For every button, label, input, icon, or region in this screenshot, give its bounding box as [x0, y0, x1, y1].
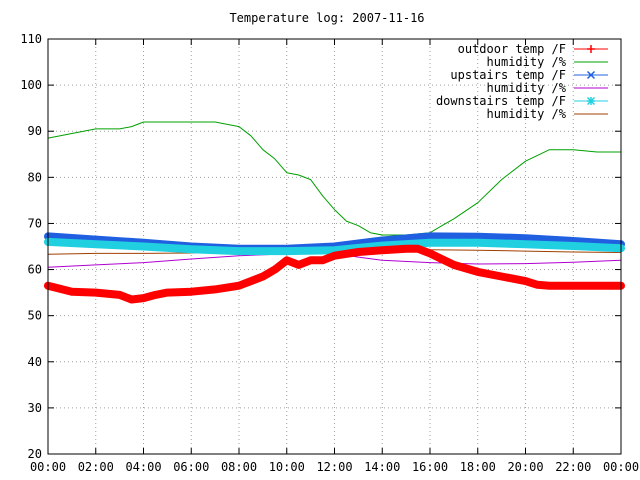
legend-marker	[586, 70, 596, 80]
y-tick-label: 70	[28, 216, 42, 230]
x-tick-label: 20:00	[507, 460, 543, 474]
series-line-1	[47, 121, 622, 236]
x-tick-label: 06:00	[173, 460, 209, 474]
y-tick-label: 110	[20, 32, 42, 46]
plot-frame	[47, 38, 622, 455]
x-tick-label: 08:00	[221, 460, 257, 474]
y-tick-label: 100	[20, 78, 42, 92]
x-tick-label: 14:00	[364, 460, 400, 474]
x-tick-label: 16:00	[412, 460, 448, 474]
x-tick-label: 10:00	[269, 460, 305, 474]
axis-ticks: 20 30 40 50 60 70 80 90 100 110 00:00 02:00 04:00 06:…	[20, 32, 639, 474]
legend-label: outdoor temp /F	[458, 42, 566, 56]
y-tick-label: 30	[28, 401, 42, 415]
y-tick-label: 60	[28, 263, 42, 277]
chart-title: Temperature log: 2007-11-16	[229, 11, 424, 25]
series-line-0	[44, 244, 625, 304]
x-tick-label: 04:00	[125, 460, 161, 474]
series-layer	[44, 121, 625, 304]
y-tick-label: 40	[28, 355, 42, 369]
legend-label: humidity /%	[487, 55, 567, 69]
x-tick-label: 18:00	[460, 460, 496, 474]
x-tick-label: 22:00	[555, 460, 591, 474]
y-tick-label: 50	[28, 309, 42, 323]
x-tick-label: 00:00	[603, 460, 639, 474]
y-tick-label: 20	[28, 447, 42, 461]
x-tick-label: 02:00	[78, 460, 114, 474]
x-tick-label: 00:00	[30, 460, 66, 474]
series-line-4	[44, 237, 625, 256]
legend-label: downstairs temp /F	[436, 94, 566, 108]
legend-label: upstairs temp /F	[450, 68, 566, 82]
legend-marker	[586, 96, 596, 106]
y-tick-label: 90	[28, 124, 42, 138]
x-tick-label: 12:00	[316, 460, 352, 474]
y-tick-label: 80	[28, 170, 42, 184]
legend-label: humidity /%	[487, 81, 567, 95]
legend-label: humidity /%	[487, 107, 567, 121]
